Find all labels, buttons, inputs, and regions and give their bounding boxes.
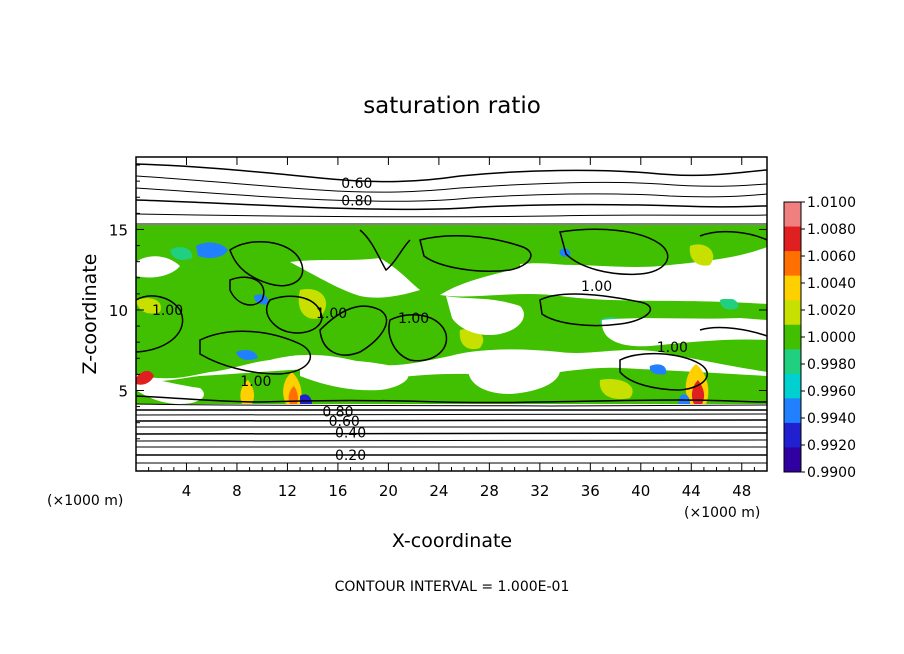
- y-tick-label: 5: [118, 382, 128, 400]
- colorbar-swatch: [784, 373, 801, 399]
- colorbar-labels: 1.0100 1.0080 1.0060 1.0040 1.0020 1.0000 0.99…: [801, 195, 856, 481]
- field-region-clear-gap: [136, 256, 767, 404]
- colorbar-tick-label: 0.9900: [807, 465, 856, 481]
- contour-label: 0.40: [335, 425, 366, 441]
- contour-line: [388, 313, 448, 362]
- x-tick-label: 28: [480, 482, 499, 500]
- x-tick-label: 36: [581, 482, 600, 500]
- contour-label: 1.00: [316, 306, 347, 322]
- contour-label: 1.00: [398, 311, 429, 327]
- contour-label: 0.60: [329, 414, 360, 430]
- contour-line: [699, 326, 767, 337]
- x-tick-label: 44: [682, 482, 701, 500]
- contour-line: [229, 276, 265, 306]
- colorbar-swatch: [784, 202, 801, 228]
- y-axis-label: Z-coordinate: [79, 254, 101, 375]
- contour-line: [265, 295, 323, 334]
- x-tick-label: 20: [379, 482, 398, 500]
- contour-line: [136, 413, 767, 416]
- contour-line: [559, 228, 669, 276]
- x-unit-left: (×1000 m): [47, 493, 123, 509]
- contour-line: [136, 199, 767, 211]
- saturation-field: [136, 157, 767, 471]
- colorbar-tick-label: 1.0000: [807, 330, 856, 346]
- colorbar-swatch: [784, 398, 801, 424]
- contour-label: 0.60: [341, 176, 372, 192]
- x-tick-label: 4: [182, 482, 192, 500]
- contour-labels: 0.600.801.00 1.00 1.001.001.001.000.800.60…: [152, 176, 688, 464]
- colorbar-swatch: [784, 324, 801, 350]
- colorbar-tick-label: 0.9960: [807, 384, 856, 400]
- contour-interval-note: CONTOUR INTERVAL = 1.000E-01: [335, 579, 570, 595]
- colorbar-swatch: [784, 422, 801, 448]
- contour-line: [136, 432, 767, 435]
- colorbar-tick-label: 1.0040: [807, 276, 856, 292]
- contour-label: 0.20: [335, 448, 366, 464]
- contour-line: [199, 330, 312, 375]
- x-tick-label: 16: [328, 482, 347, 500]
- x-axis-label: X-coordinate: [392, 530, 512, 552]
- colorbar-tick-label: 0.9980: [807, 357, 856, 373]
- chart-title: saturation ratio: [363, 93, 541, 119]
- y-axis: 5 10 15: [109, 164, 767, 456]
- x-unit-right: (×1000 m): [684, 505, 760, 521]
- y-tick-label: 15: [109, 221, 128, 239]
- contour-line: [136, 439, 767, 442]
- colorbar-swatch: [784, 226, 801, 252]
- colorbar-swatch: [784, 275, 801, 301]
- contour-line: [136, 213, 767, 218]
- contour-line: [136, 175, 767, 193]
- contour-line: [136, 419, 767, 422]
- x-axis: 4 8 12 16 20 24 28 32 36 40 44 48: [148, 157, 755, 500]
- colorbar-tick-label: 1.0100: [807, 195, 856, 211]
- contour-label: 0.80: [322, 404, 353, 420]
- x-tick-label: 48: [732, 482, 751, 500]
- contour-label: 1.00: [240, 374, 271, 390]
- contour-line: [539, 293, 652, 327]
- contour-line: [136, 453, 767, 456]
- contour-line: [619, 352, 708, 391]
- contour-label: 1.00: [657, 340, 688, 356]
- contour-line: [699, 230, 767, 241]
- contour-line: [136, 403, 767, 407]
- x-tick-label: 12: [278, 482, 297, 500]
- contour-line: [136, 295, 184, 353]
- colorbar-swatch: [784, 300, 801, 326]
- contour-label: 0.80: [341, 193, 372, 209]
- x-tick-label: 24: [429, 482, 448, 500]
- x-tick-label: 8: [232, 482, 242, 500]
- colorbar-tick-label: 1.0080: [807, 222, 856, 238]
- colorbar: [783, 201, 802, 473]
- contour-line: [136, 187, 767, 202]
- contour-label: 1.00: [152, 303, 183, 319]
- contour-line: [419, 234, 532, 272]
- contour-line: [136, 163, 767, 183]
- x-tick-label: 32: [530, 482, 549, 500]
- colorbar-swatch: [784, 349, 801, 375]
- y-tick-label: 10: [109, 302, 128, 320]
- contour-line: [319, 305, 388, 356]
- colorbar-tick-label: 1.0060: [807, 249, 856, 265]
- colorbar-swatch: [784, 251, 801, 277]
- contour-line: [359, 229, 411, 272]
- field-region-supersat-peak: [691, 380, 705, 404]
- contour-line: [136, 395, 767, 404]
- colorbar-tick-label: 0.9940: [807, 411, 856, 427]
- contour-line: [229, 240, 304, 287]
- colorbar-tick-label: 0.9920: [807, 438, 856, 454]
- colorbar-swatch: [784, 447, 801, 473]
- colorbar-tick-label: 1.0020: [807, 303, 856, 319]
- x-tick-label: 40: [631, 482, 650, 500]
- contour-label: 1.00: [581, 279, 612, 295]
